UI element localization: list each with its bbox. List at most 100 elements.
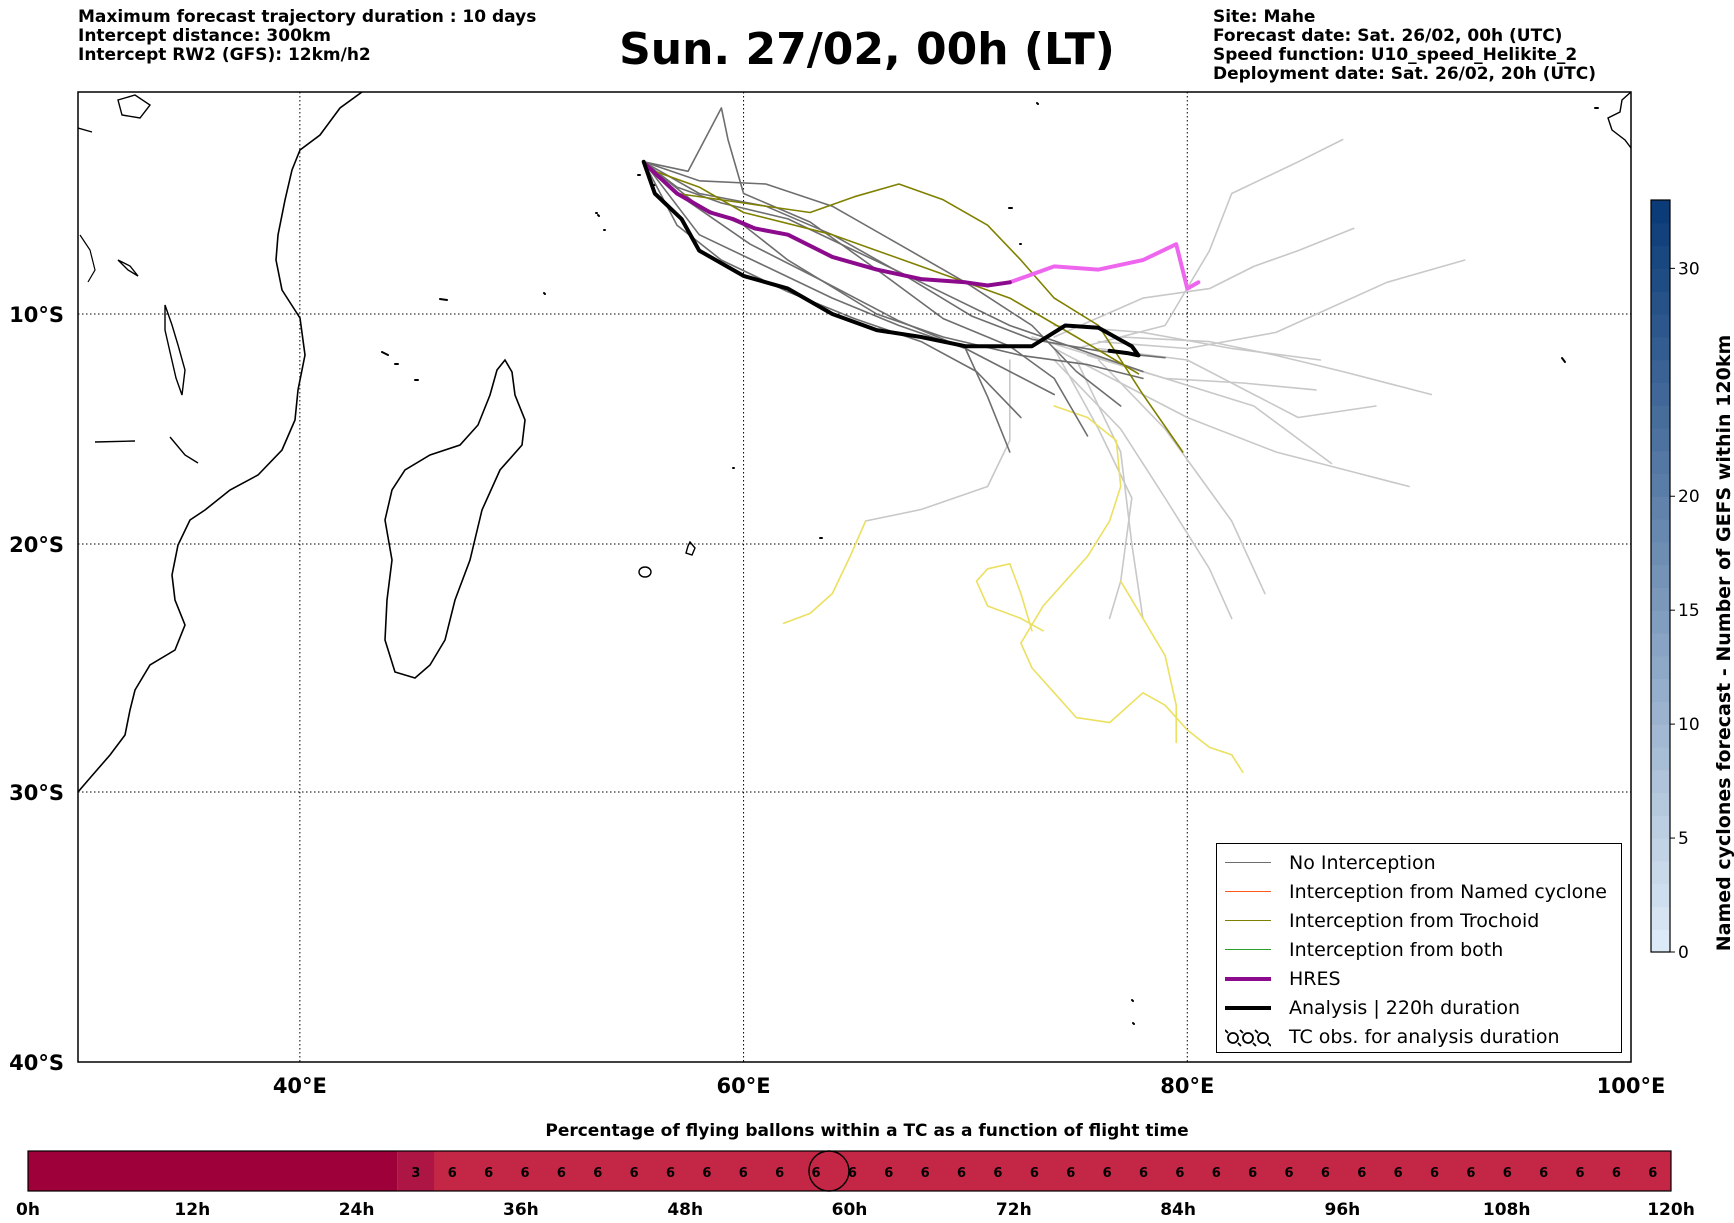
lon-tick-label: 100°E [1597,1074,1666,1098]
comoros-islands [117,259,186,396]
flight-bar-cell-value: 6 [1576,1166,1585,1181]
legend-line-swatch [1225,969,1271,989]
colorbar-segment [1651,336,1670,361]
flight-bar-cell-value: 6 [666,1166,675,1181]
map-legend: No Interception Interception from Named c… [1216,843,1622,1053]
flight-bar-cell [1088,1151,1126,1191]
colorbar-segment [1651,405,1670,429]
colorbar-tick-label: 30 [1678,259,1700,279]
colorbar-tick-label: 10 [1678,715,1700,735]
flight-bar-tick-label: 96h [1325,1200,1361,1220]
flight-bar-tick-label: 48h [667,1200,703,1220]
legend-label: TC obs. for analysis duration [1289,1025,1560,1048]
colorbar-segment [1651,564,1670,588]
trajectory-no-interception-late [1075,138,1344,350]
flight-bar-cell-value: 6 [1139,1166,1148,1181]
forecast-date-text: Forecast date: Sat. 26/02, 00h (UTC) [1213,26,1563,46]
colorbar-title: Named cyclones forecast - Number of GEFS… [1713,334,1734,952]
madagascar-coastline [384,358,526,679]
trajectory-analysis [641,159,1141,358]
colorbar-segment [1651,929,1670,953]
colorbar-segment [1651,359,1670,383]
legend-label: Interception from both [1289,938,1504,961]
trajectories [641,107,1466,773]
flight-bar-cell-value: 6 [739,1166,748,1181]
flight-time-bar: 3 6 6 6 6 6 6 6 6 6 6 6 6 6 6 6 6 6 6 6 6 6 6 6 6 6 6 6 6 6 6 6 6 6 60h 12h… [16,1150,1695,1220]
speed-function-text: Speed function: U10_speed_Helikite_2 [1213,45,1578,65]
colorbar-segment [1651,701,1670,725]
trajectory-trochoid-late [1020,405,1244,773]
trajectory-no-interception-late [864,359,1011,522]
flight-bar-cell [907,1151,944,1191]
flight-bar-cell [834,1151,872,1191]
map-tick-labels: 40°E 60°E 80°E 100°E 10°S 20°S 30°S 40°S [9,303,1665,1098]
header-right-info: Site: Mahe Forecast date: Sat. 26/02, 00… [1213,8,1596,84]
flight-bar-cell [797,1151,835,1191]
legend-item: Interception from Trochoid [1225,906,1613,935]
colorbar-segment [1651,313,1670,338]
trajectory-no-interception [642,161,1022,419]
colorbar-segment [1651,655,1670,680]
flight-bar-cell [761,1151,799,1191]
trajectory-no-interception-late [1075,359,1144,620]
flight-bar-cell-value: 6 [1284,1166,1293,1181]
flight-bar-cell-value: 6 [1394,1166,1403,1181]
flight-bar-cell-value: 6 [1357,1166,1366,1181]
lat-tick-label: 10°S [9,303,64,327]
flight-bar-tick-label: 120h [1647,1200,1695,1220]
flight-bar-tick-label: 60h [832,1200,868,1220]
trajectory-trochoid-late [782,520,867,625]
graticule [78,92,1631,1062]
flight-bar-cell-value: 6 [1248,1166,1257,1181]
lon-tick-label: 60°E [717,1074,771,1098]
flight-bar-cell-value: 6 [448,1166,457,1181]
flight-bar-cell [1052,1151,1090,1191]
reunion-island [638,566,652,578]
flight-bar-cell-value: 6 [1212,1166,1221,1181]
colorbar-segment [1651,519,1670,543]
flight-time-bar-title: Percentage of flying ballons within a TC… [545,1121,1189,1141]
trajectory-no-interception-late [1053,227,1355,338]
header-left-info: Maximum forecast trajectory duration : 1… [78,8,536,65]
flight-bar-cell [1198,1151,1235,1191]
colorbar-segment [1651,291,1670,315]
colorbar-segment [1651,382,1670,406]
flight-bar-tick-label: 24h [339,1200,375,1220]
flight-bar-cell-value: 6 [957,1166,966,1181]
legend-item: Analysis | 220h duration [1225,993,1613,1022]
colorbar-segment [1651,769,1670,794]
colorbar-segment [1651,541,1670,566]
flight-bar-tick-label: 84h [1160,1200,1196,1220]
flight-bar-cell [397,1151,435,1191]
trajectory-no-interception [642,161,1011,453]
trajectory-trochoid [654,170,1140,375]
trajectory-no-interception-late [1097,359,1266,595]
legend-item: Interception from both [1225,935,1613,964]
flight-bar-cell-value: 6 [921,1166,930,1181]
flight-bar-cell [506,1151,544,1191]
flight-bar-cell-value: 3 [411,1166,420,1181]
flight-bar-cell-value: 6 [1175,1166,1184,1181]
colorbar-tick-label: 0 [1678,943,1689,963]
deployment-date-text: Deployment date: Sat. 26/02, 20h (UTC) [1213,64,1597,84]
colorbar-segment [1651,610,1670,634]
flight-bar-cell [1598,1151,1636,1191]
flight-bar-cell [652,1151,690,1191]
colorbar-segment [1651,815,1670,839]
flight-bar-cell [1416,1151,1454,1191]
legend-line-swatch [1225,940,1271,960]
flight-bar-tick-label: 108h [1483,1200,1531,1220]
colorbar-segment [1651,245,1670,269]
legend-item: No Interception [1225,848,1613,877]
flight-bar-cell [1307,1151,1345,1191]
colorbar-segment [1651,724,1670,748]
flight-bar-tick-label: 72h [996,1200,1032,1220]
colorbar-tick-label: 15 [1678,601,1700,621]
flight-bar-cell-value: 6 [593,1166,602,1181]
flight-bar-cell [579,1151,617,1191]
trajectory-no-interception-late [1097,259,1466,350]
small-island-2 [169,436,199,464]
legend-label: No Interception [1289,851,1436,874]
colorbar: 0 5 10 15 20 30 [1650,199,1700,963]
seychelles-dots [381,102,1599,1025]
